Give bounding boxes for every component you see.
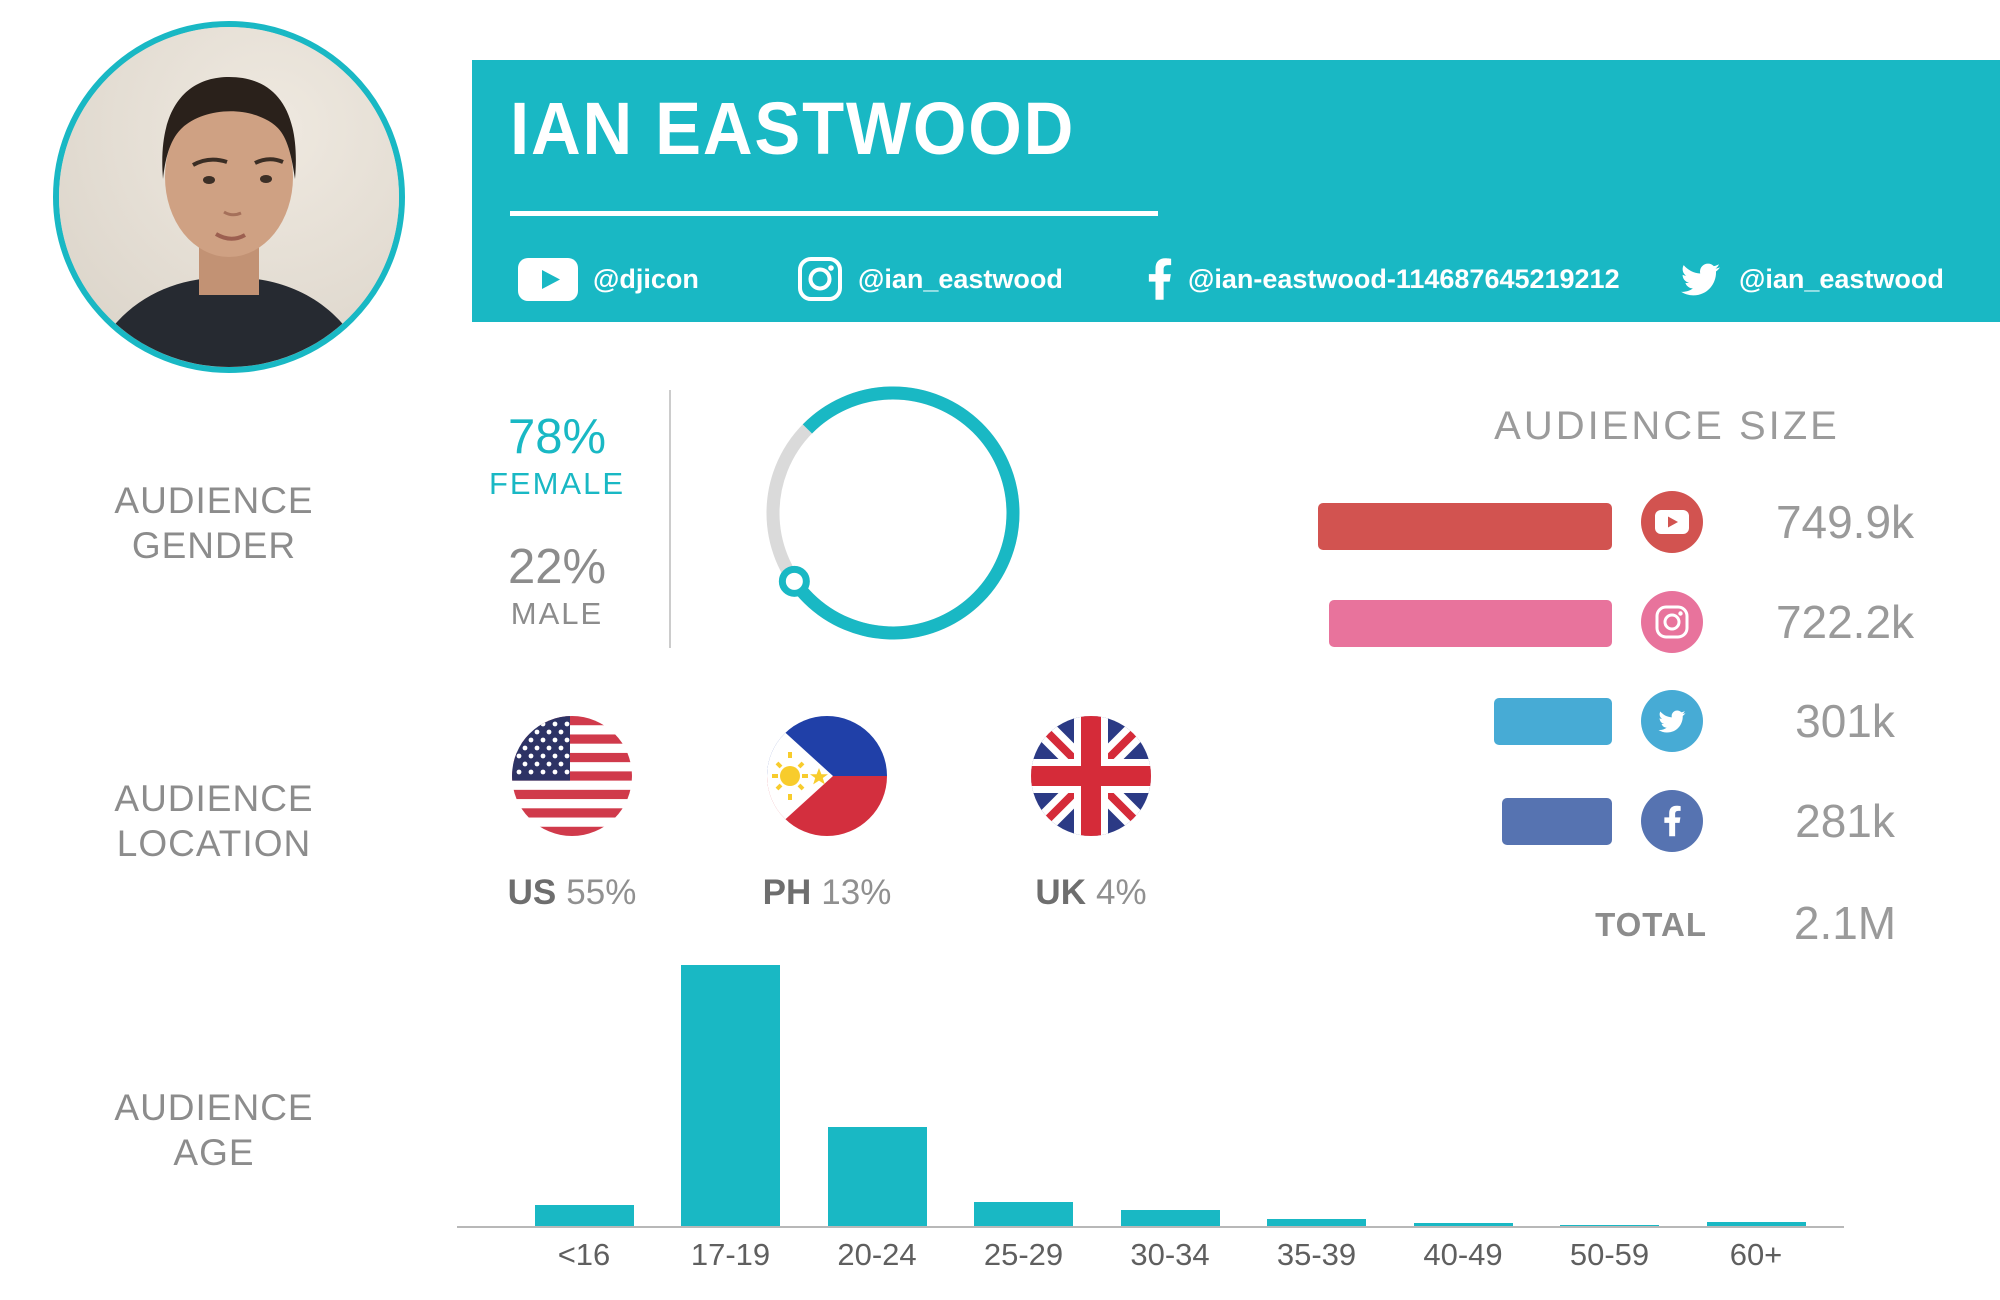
social-facebook[interactable]: @ian-eastwood-114687645219212 [1147, 256, 1620, 302]
us-percent: 55% [566, 873, 637, 912]
audience-size-title: AUDIENCE SIZE [1494, 404, 1840, 448]
age-bar [1560, 1225, 1659, 1226]
ph-code: PH [762, 873, 812, 912]
age-bar [1706, 1222, 1806, 1226]
age-category-label: 20-24 [837, 1237, 917, 1272]
age-bar [1120, 1210, 1220, 1226]
female-percent: 78% [507, 410, 607, 464]
twitter-circle-icon [1641, 690, 1703, 752]
donut-knob [778, 565, 810, 597]
facebook-handle: @ian-eastwood-114687645219212 [1188, 263, 1620, 294]
instagram-size-bar [1329, 600, 1612, 647]
audience-location-label: AUDIENCE LOCATION [114, 778, 314, 864]
gender-stats: 78% FEMALE 22% MALE [447, 409, 667, 633]
age-chart-axis [457, 1226, 1844, 1228]
uk-flag-icon [1031, 716, 1151, 836]
total-label: TOTAL [1595, 906, 1707, 943]
youtube-size-bar [1318, 503, 1612, 550]
age-bar [681, 965, 780, 1226]
profile-photo-illustration [59, 27, 399, 367]
instagram-icon [798, 257, 842, 301]
page-title: IAN EASTWOOD [510, 87, 1076, 170]
twitter-size-bar [1494, 698, 1612, 745]
age-category-label: 40-49 [1423, 1237, 1503, 1272]
total-value: 2.1M [1793, 897, 1897, 949]
age-category-label: 60+ [1729, 1237, 1783, 1272]
youtube-circle-icon [1641, 491, 1703, 553]
audience-age-label: AUDIENCE AGE [114, 1087, 314, 1173]
age-bar [1267, 1219, 1366, 1226]
age-bar [1413, 1223, 1513, 1226]
social-twitter[interactable]: @ian_eastwood [1677, 256, 1944, 302]
us-share: US 55% [452, 874, 692, 912]
uk-code: UK [1035, 873, 1086, 912]
social-instagram[interactable]: @ian_eastwood [797, 256, 1063, 302]
audience-gender-label: AUDIENCE GENDER [114, 480, 314, 566]
uk-percent: 4% [1095, 873, 1147, 912]
gender-divider [669, 390, 671, 648]
ph-percent: 13% [821, 873, 892, 912]
us-flag-icon [512, 716, 632, 836]
age-bar [827, 1127, 927, 1226]
header-banner: IAN EASTWOOD @djicon @ian_eastwood @ian-… [472, 60, 2000, 322]
age-category-label: 50-59 [1569, 1237, 1650, 1272]
twitter-size-value: 301k [1795, 695, 1895, 747]
profile-photo [53, 21, 405, 373]
facebook-size-value: 281k [1795, 795, 1895, 847]
age-category-label: 17-19 [690, 1237, 771, 1272]
twitter-icon [1681, 263, 1720, 295]
ph-flag-icon [767, 716, 887, 836]
donut-female-arc [766, 386, 1020, 640]
age-bar [974, 1202, 1073, 1226]
age-category-label: 35-39 [1276, 1237, 1357, 1272]
instagram-size-value: 722.2k [1775, 596, 1915, 648]
ph-share: PH 13% [707, 874, 947, 912]
us-code: US [507, 873, 557, 912]
uk-share: UK 4% [971, 874, 1211, 912]
age-category-label: 25-29 [983, 1237, 1064, 1272]
gender-donut-chart [766, 386, 1020, 640]
female-label: FEMALE [488, 466, 626, 501]
facebook-circle-icon [1641, 790, 1703, 852]
instagram-handle: @ian_eastwood [858, 263, 1063, 294]
male-percent: 22% [507, 540, 607, 594]
age-category-label: <16 [557, 1237, 611, 1272]
age-category-label: 30-34 [1130, 1237, 1210, 1272]
youtube-size-value: 749.9k [1775, 496, 1915, 548]
twitter-handle: @ian_eastwood [1739, 263, 1944, 294]
facebook-icon [1148, 258, 1172, 300]
social-youtube[interactable]: @djicon [518, 256, 699, 302]
title-underline [510, 211, 1158, 216]
youtube-icon [518, 257, 578, 301]
instagram-circle-icon [1641, 591, 1703, 653]
age-bar-chart: <16 17-19 20-24 25-29 30-34 35-39 40-49 50-59 60… [457, 940, 1844, 1300]
youtube-handle: @djicon [593, 263, 699, 294]
age-bar [534, 1205, 634, 1226]
facebook-size-bar [1502, 798, 1612, 845]
male-label: MALE [510, 596, 604, 631]
